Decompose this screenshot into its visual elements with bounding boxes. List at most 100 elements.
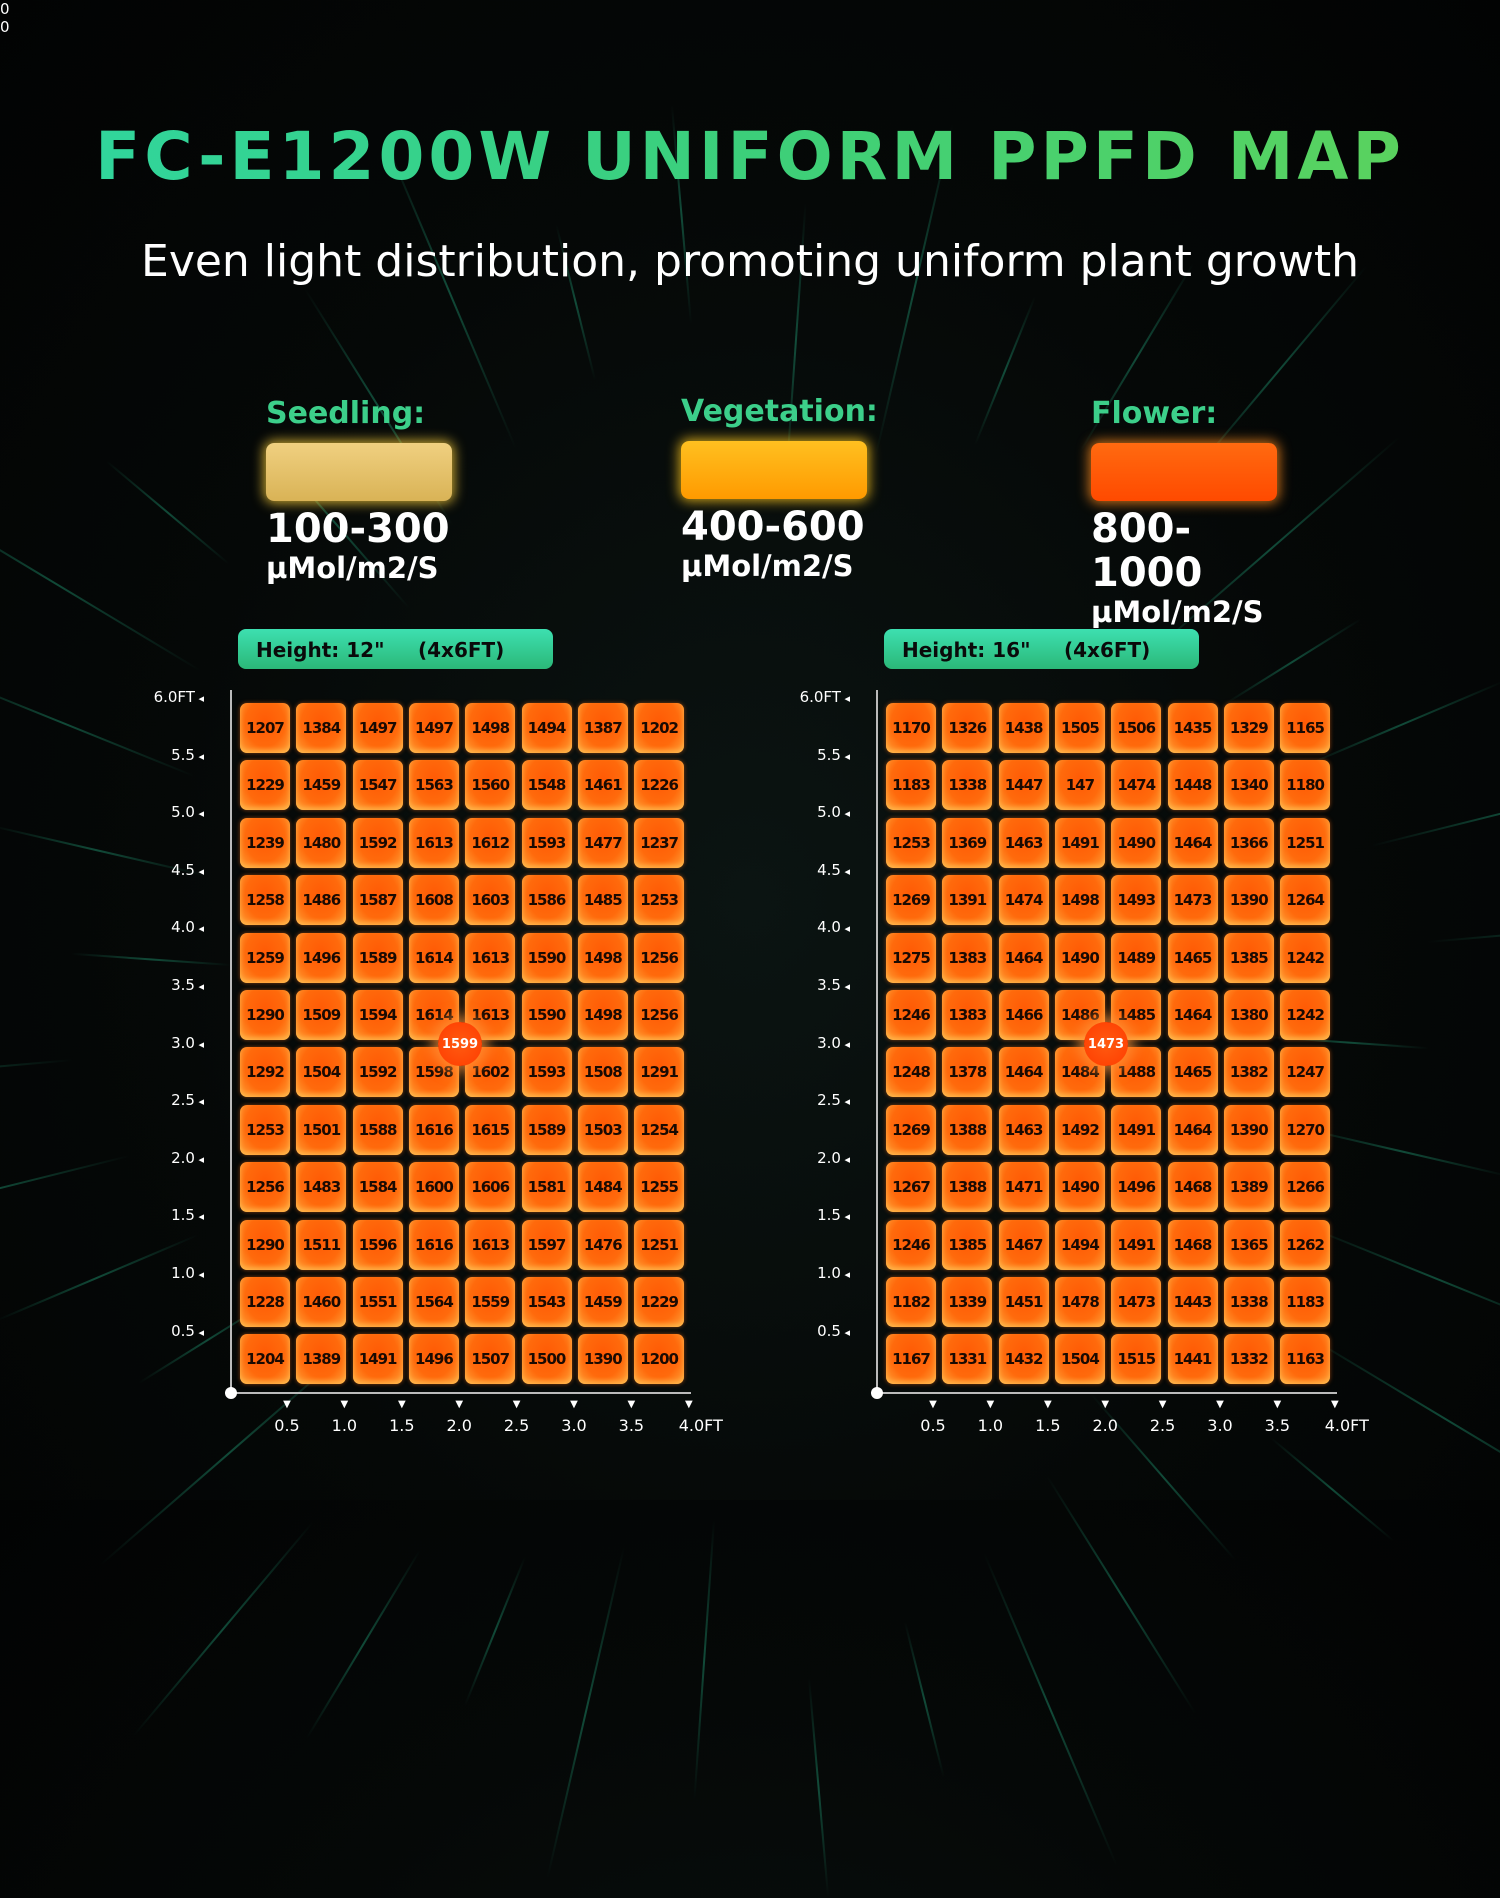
ppfd-cell: 1237 [634, 817, 685, 868]
x-tick-marker: ▼ [1330, 1399, 1339, 1410]
legend-unit: µMol/m2/S [1091, 595, 1264, 629]
light-streak [132, 1521, 314, 1737]
ppfd-cell: 1613 [408, 817, 459, 868]
ppfd-cell: 1590 [521, 990, 572, 1040]
x-tick-label: 2.5 [1149, 1416, 1176, 1435]
ppfd-cell: 1366 [1223, 817, 1274, 868]
ppfd-cell: 1464 [998, 1047, 1049, 1098]
legend-seedling: Seedling: 100-300 µMol/m2/S [266, 396, 466, 585]
ppfd-cell: 1448 [1167, 760, 1218, 811]
ppfd-cell: 1459 [296, 760, 347, 811]
ppfd-cell: 1483 [296, 1162, 347, 1213]
ppfd-cell: 1264 [1280, 875, 1331, 926]
y-tick-label: 4.5 [790, 861, 850, 879]
y-tick-label: 5.5 [790, 746, 850, 764]
x-tick-marker: ▼ [684, 1399, 693, 1410]
legend-unit: µMol/m2/S [681, 549, 854, 583]
light-streak [71, 952, 232, 966]
ppfd-cell: 1182 [886, 1277, 936, 1327]
ppfd-cell: 1340 [1223, 760, 1274, 811]
ppfd-cell: 1615 [465, 1104, 516, 1155]
x-tick-marker: ▼ [1158, 1399, 1167, 1410]
ppfd-cell: 1256 [634, 990, 685, 1040]
ppfd-cell: 1291 [634, 1047, 685, 1098]
ppfd-cell: 1496 [1111, 1162, 1162, 1213]
ppfd-cell: 1390 [577, 1334, 628, 1385]
x-tick-label: 2.0 [1092, 1416, 1118, 1435]
x-axis [877, 1392, 1337, 1394]
page-title: FC-E1200W UNIFORM PPFD MAP [0, 118, 1500, 195]
ppfd-cell: 1490 [1054, 932, 1105, 983]
ppfd-cell: 1380 [1223, 990, 1274, 1040]
ppfd-cell: 1251 [634, 1219, 685, 1270]
light-streak [1427, 911, 1500, 943]
ppfd-cell: 1468 [1167, 1219, 1218, 1270]
ppfd-cell: 1507 [465, 1334, 516, 1385]
ppfd-cell: 1247 [1280, 1047, 1331, 1098]
ppfd-cell: 1259 [240, 932, 290, 983]
ppfd-cell: 1269 [886, 875, 936, 926]
area-label: (4x6FT) [1064, 638, 1151, 662]
ppfd-cell: 1464 [1167, 1104, 1218, 1155]
area-label: (4x6FT) [418, 638, 505, 662]
ppfd-cell: 1606 [465, 1162, 516, 1213]
ppfd-cell: 1501 [296, 1104, 347, 1155]
x-tick-label: 3.5 [1264, 1416, 1291, 1435]
ppfd-cell: 1474 [1111, 760, 1162, 811]
ppfd-cell: 1498 [577, 990, 628, 1040]
ppfd-cell: 1508 [577, 1047, 628, 1098]
ppfd-cell: 1586 [521, 875, 572, 926]
ppfd-cell: 1385 [942, 1219, 993, 1270]
ppfd-cell: 1590 [521, 932, 572, 983]
ppfd-cell: 1547 [352, 760, 403, 811]
ppfd-cell: 1251 [1280, 817, 1331, 868]
light-streak [1270, 1437, 1395, 1542]
ppfd-cell: 1242 [1280, 990, 1331, 1040]
ppfd-cell: 1598 [408, 1047, 459, 1098]
ppfd-cell: 1382 [1223, 1047, 1274, 1098]
ppfd-cell: 1476 [577, 1219, 628, 1270]
ppfd-cell: 1603 [465, 875, 516, 926]
ppfd-cell: 1290 [240, 990, 290, 1040]
ppfd-cell: 1463 [998, 1104, 1049, 1155]
light-streak [0, 495, 202, 673]
ppfd-cell: 1497 [408, 703, 459, 753]
ppfd-map-16in: 6.0FT 5.5 5.0 4.5 4.0 3.5 3.0 2.5 2.0 1.5 1.0 0.5 0 ▼… [0, 18, 1500, 1435]
ppfd-cell: 1602 [465, 1047, 516, 1098]
legend-swatch [681, 441, 867, 499]
legend-range: 800-1000 [1091, 506, 1203, 596]
ppfd-cell: 1509 [296, 990, 347, 1040]
ppfd-cell: 1253 [240, 1104, 290, 1155]
ppfd-cell: 1473 [1167, 875, 1218, 926]
legend-swatch [266, 443, 452, 501]
x-tick-marker: ▼ [570, 1399, 578, 1410]
ppfd-cell: 1443 [1167, 1277, 1218, 1327]
y-tick-label: 1.5 [790, 1206, 850, 1224]
ppfd-cell: 1378 [942, 1047, 993, 1098]
y-tick-label: 0.5 [790, 1322, 850, 1340]
x-tick-marker: ▼ [455, 1399, 464, 1410]
ppfd-cell: 1486 [296, 875, 347, 926]
x-tick-label: 2.0 [446, 1416, 472, 1435]
y-tick-label: 2.0 [144, 1149, 204, 1167]
ppfd-cell: 1167 [886, 1334, 936, 1385]
ppfd-cell: 1163 [1280, 1334, 1331, 1385]
ppfd-cell: 1515 [1111, 1334, 1162, 1385]
axis-origin [871, 1387, 883, 1399]
ppfd-cell: 1390 [1223, 875, 1274, 926]
y-tick-label: 1.0 [790, 1264, 850, 1282]
center-ppfd-badge: 1473 [1084, 1022, 1128, 1066]
ppfd-cell: 1384 [296, 703, 347, 753]
legend-range: 400-600 [681, 504, 865, 550]
legend-range: 100-300 [266, 506, 450, 552]
ppfd-cell: 1447 [998, 760, 1049, 811]
ppfd-cell: 1388 [942, 1162, 993, 1213]
ppfd-cell: 1616 [408, 1219, 459, 1270]
ppfd-cell: 1489 [1111, 932, 1162, 983]
x-tick-label: 1.5 [1035, 1416, 1061, 1435]
legend-vegetation: Vegetation: 400-600 µMol/m2/S [681, 394, 881, 583]
light-streak [1370, 777, 1500, 848]
ppfd-map-12in: 6.0FT 5.5 5.0 4.5 4.0 3.5 3.0 2.5 2.0 1.5 1.0 0.5 0 ▼… [0, 0, 1500, 1435]
light-streak [306, 1549, 422, 1739]
ppfd-cell: 1262 [1280, 1219, 1331, 1270]
